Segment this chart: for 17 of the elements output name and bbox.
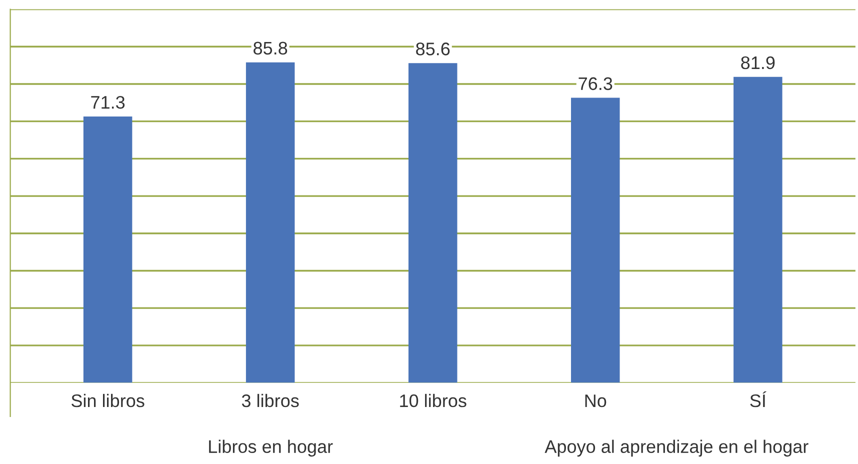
bar: [246, 62, 295, 383]
x-tick-label: SÍ: [750, 391, 766, 408]
text: Apoyo al aprendizaje en el hogar: [544, 440, 808, 457]
text: Libros en hogar: [209, 440, 333, 457]
data-label: 81.9: [741, 56, 775, 70]
x-tick-label: No: [585, 394, 606, 408]
x-tick-label: 10 libros: [400, 394, 466, 408]
data-label: 85.8: [254, 42, 288, 55]
data-label: 85.6: [416, 42, 450, 56]
data-label: 76.3: [578, 77, 612, 90]
data-label: 71.3: [91, 96, 125, 109]
x-tick-label: Sin libros: [72, 394, 144, 408]
x-tick-label: 3 libros: [242, 394, 299, 408]
bar: [571, 98, 620, 383]
bar: [83, 116, 132, 383]
bar: [408, 63, 458, 383]
bar: [734, 76, 782, 383]
